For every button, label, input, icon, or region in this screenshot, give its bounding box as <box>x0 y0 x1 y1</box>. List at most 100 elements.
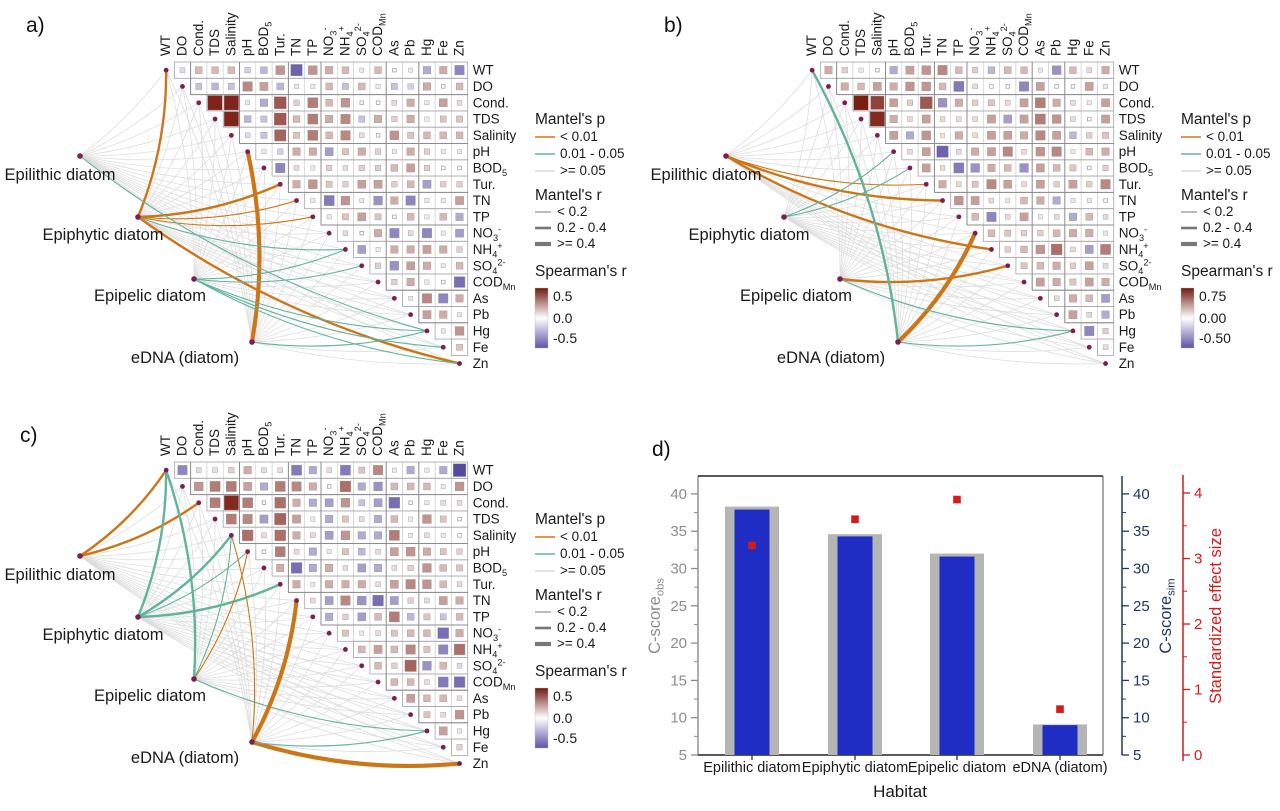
matrix-cell <box>390 196 399 205</box>
mantel-edge-p-0.01-0.05 <box>193 678 428 732</box>
matrix-cell <box>988 99 995 107</box>
matrix-row-label: Cond. <box>1119 95 1155 110</box>
matrix-cell <box>390 547 399 556</box>
matrix-cell <box>407 213 415 221</box>
left-axis-label: C-scoreobs <box>646 578 667 654</box>
mantel-edge-nonsignificant <box>783 70 813 218</box>
variable-node-dot <box>196 100 202 106</box>
matrix-row-label: Zn <box>473 756 489 771</box>
matrix-row-label: BOD5 <box>473 160 507 178</box>
matrix-cell <box>245 132 251 138</box>
matrix-cell <box>972 116 978 122</box>
matrix-row-outline <box>450 738 469 756</box>
matrix-cell <box>292 580 301 589</box>
matrix-row-label: DO <box>473 79 493 94</box>
variable-node-dot <box>163 467 169 473</box>
matrix-column-label: WT <box>804 35 819 56</box>
matrix-row-label: DO <box>1119 79 1139 94</box>
matrix-cell <box>457 149 462 154</box>
matrix-cell <box>406 694 415 703</box>
matrix-cell <box>921 114 931 124</box>
matrix-cell <box>261 467 267 473</box>
mantel-edge-nonsignificant <box>79 551 248 561</box>
matrix-cell <box>195 66 203 74</box>
matrix-cell <box>986 179 997 190</box>
matrix-cell <box>1037 230 1044 237</box>
matrix-cell <box>457 728 462 734</box>
mantel-edge-nonsignificant <box>79 155 264 171</box>
legend-mantel-r-item: >= 0.4 <box>557 236 596 251</box>
mantel-edge-nonsignificant <box>137 616 330 635</box>
matrix-cell <box>453 276 466 288</box>
mantel-network-gray-edges <box>79 469 460 764</box>
variable-node-dot <box>972 230 978 236</box>
matrix-cell <box>342 613 349 620</box>
matrix-cell <box>310 84 316 89</box>
matrix-cell <box>407 132 414 139</box>
matrix-cell <box>359 100 364 105</box>
matrix-cell <box>1004 229 1012 237</box>
matrix-cell <box>310 597 316 604</box>
matrix-cell <box>889 66 898 75</box>
mantel-edge-nonsignificant <box>251 714 411 743</box>
variable-node-dot <box>326 230 332 236</box>
matrix-cell <box>424 500 430 506</box>
matrix-column-label: Tur. <box>272 33 287 56</box>
matrix-cell <box>455 228 464 238</box>
matrix-cell <box>211 66 219 74</box>
matrix-cell <box>423 711 431 718</box>
matrix-column-label: Salinity <box>223 412 238 456</box>
variable-node-dot <box>212 116 218 122</box>
matrix-row-label: CODMn <box>473 275 516 293</box>
matrix-cell <box>439 662 447 670</box>
bar-cscore-sim <box>939 556 975 755</box>
matrix-cell <box>308 179 318 189</box>
mantel-edge-nonsignificant <box>137 616 460 764</box>
mantel-edge-nonsignificant <box>251 232 330 343</box>
matrix-cell <box>1101 147 1110 156</box>
mantel-edge-nonsignificant <box>193 678 395 700</box>
mantel-edge-p-0.01-0.05 <box>137 216 346 251</box>
mantel-edge-p-0.01-0.05 <box>193 278 461 365</box>
mantel-edge-p-lt-0.01 <box>724 154 993 251</box>
mantel-edge-nonsignificant <box>79 155 346 250</box>
matrix-cell <box>1019 114 1029 124</box>
matrix-cell <box>274 529 286 541</box>
variable-node-dot <box>457 761 462 766</box>
matrix-cell <box>259 82 269 91</box>
matrix-column-label: NH4+ <box>336 26 355 56</box>
matrix-cell <box>423 482 431 491</box>
matrix-cell <box>243 466 252 475</box>
variable-node-dot <box>391 695 397 701</box>
matrix-cell <box>391 662 398 669</box>
mantel-edge-p-lt-0.01 <box>136 215 461 365</box>
mantel-edge-p-lt-0.01 <box>137 216 314 227</box>
variable-node-dot <box>375 279 381 285</box>
matrix-cell <box>1035 97 1046 109</box>
mantel-edge-nonsignificant <box>193 278 395 300</box>
matrix-cell <box>987 229 996 237</box>
matrix-column-label: CODMn <box>1016 13 1034 56</box>
matrix-cell <box>325 612 334 621</box>
matrix-cell <box>407 482 415 491</box>
matrix-cell <box>1069 262 1076 269</box>
matrix-cell <box>1004 164 1012 172</box>
matrix-cell <box>440 328 446 334</box>
legend-mantel-p-item: < 0.01 <box>1206 129 1244 144</box>
matrix-cell <box>374 564 382 572</box>
mantel-edge-nonsignificant <box>193 567 265 680</box>
matrix-column-label: CODMn <box>370 13 388 56</box>
mantel-edge-p-lt-0.01 <box>78 468 168 558</box>
mantel-edge-nonsignificant <box>839 232 976 280</box>
matrix-cell <box>988 197 995 204</box>
legend: Mantel's p< 0.01 0.01 - 0.05 >= 0.05 Mantel… <box>1180 111 1273 349</box>
mantel-edge-nonsignificant <box>725 86 829 157</box>
matrix-cell <box>407 180 415 188</box>
mantel-edge-nonsignificant <box>79 155 362 267</box>
matrix-cell <box>454 65 465 76</box>
variable-node-dot <box>277 181 283 187</box>
spearman-colorbar <box>1180 287 1195 349</box>
mantel-edge-nonsignificant <box>251 200 297 343</box>
matrix-row-label: Salinity <box>473 528 517 543</box>
